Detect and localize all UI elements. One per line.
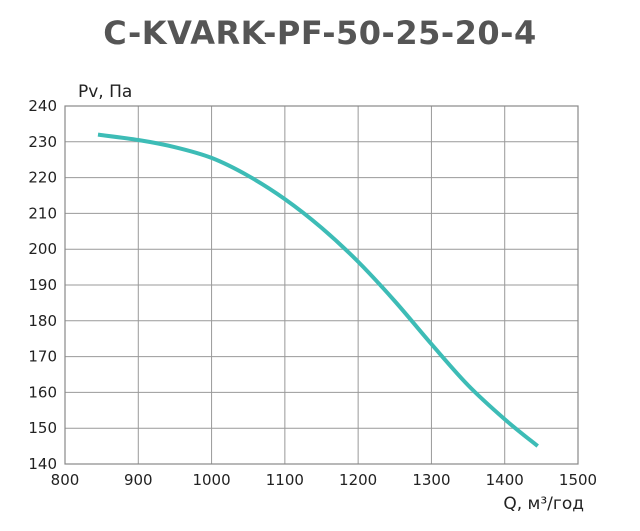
y-tick-label: 150 [28, 419, 57, 437]
x-tick-label: 1500 [559, 471, 597, 489]
x-tick-label: 1400 [486, 471, 524, 489]
y-axis-ticks: 140 150 160 170 180 190 200 210 220 230 240 [28, 97, 57, 473]
x-tick-label: 1300 [412, 471, 450, 489]
x-tick-label: 1100 [266, 471, 304, 489]
series-line-0 [97, 132, 539, 448]
x-axis-ticks: 800 900 1000 1100 1200 1300 1400 1500 [51, 471, 597, 489]
y-tick-label: 240 [28, 97, 57, 115]
x-tick-label: 1000 [192, 471, 230, 489]
y-tick-label: 160 [28, 383, 57, 401]
y-tick-label: 220 [28, 169, 57, 187]
chart-title: C-KVARK-PF-50-25-20-4 [103, 14, 537, 52]
y-tick-label: 210 [28, 204, 57, 222]
y-axis-label: Pv, Па [78, 82, 132, 102]
y-tick-label: 230 [28, 133, 57, 151]
y-tick-label: 190 [28, 276, 57, 294]
chart-grid [64, 105, 579, 465]
y-tick-label: 200 [28, 240, 57, 258]
y-tick-label: 180 [28, 312, 57, 330]
y-tick-label: 170 [28, 348, 57, 366]
y-tick-label: 140 [28, 455, 57, 473]
x-tick-label: 800 [51, 471, 80, 489]
x-axis-label: Q, м³/год [503, 494, 584, 514]
x-tick-label: 1200 [339, 471, 377, 489]
series-group [97, 132, 539, 448]
x-tick-label: 900 [124, 471, 153, 489]
plot-area-frame [64, 105, 579, 465]
